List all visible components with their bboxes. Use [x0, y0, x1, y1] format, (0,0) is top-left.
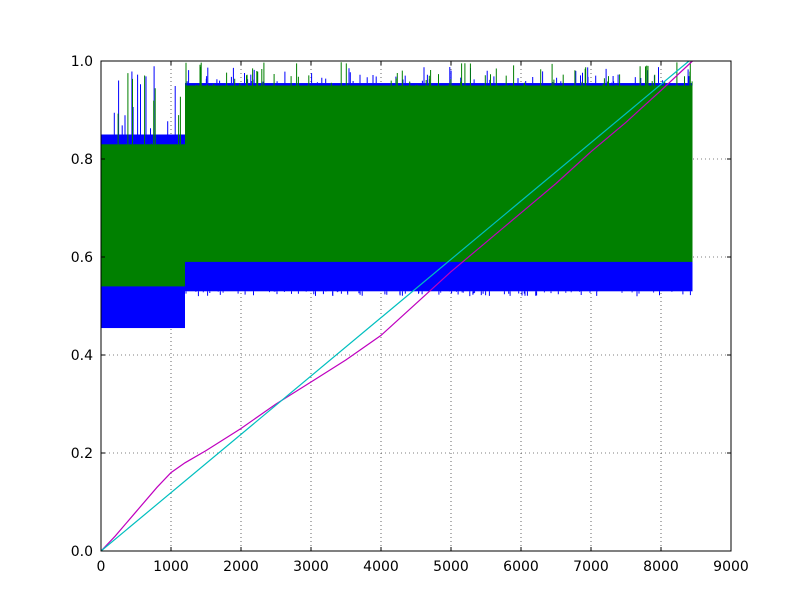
ticks — [100, 60, 732, 552]
series-1-spikes-0 — [117, 73, 181, 145]
series-2 — [100, 60, 693, 552]
series-2-line — [100, 60, 693, 552]
series-layer — [100, 60, 693, 552]
x-tick-label: 1000 — [153, 559, 189, 575]
series-1-band-1 — [185, 85, 693, 262]
x-tick-labels: 0 1000 2000 3000 4000 5000 6000 7000 8000 9000 — [97, 559, 749, 575]
series-1-spikes-1 — [185, 61, 693, 86]
series-3-line — [100, 60, 690, 552]
y-tick-label: 0.0 — [71, 544, 93, 560]
x-tick-label: 0 — [97, 559, 106, 575]
series-3 — [100, 60, 690, 552]
x-tick-label: 4000 — [363, 559, 399, 575]
x-tick-label: 6000 — [503, 559, 539, 575]
series-1 — [101, 61, 693, 287]
y-tick-label: 0.6 — [71, 250, 93, 266]
series-1-band-0 — [101, 144, 185, 287]
x-tick-label: 9000 — [713, 559, 749, 575]
y-tick-label: 0.2 — [71, 446, 93, 462]
x-tick-label: 2000 — [223, 559, 259, 575]
x-tick-label: 3000 — [293, 559, 329, 575]
x-tick-label: 8000 — [643, 559, 679, 575]
x-tick-label: 5000 — [433, 559, 469, 575]
y-tick-label: 0.8 — [71, 152, 93, 168]
y-tick-label: 0.4 — [71, 348, 93, 364]
y-tick-labels: 0.0 0.2 0.4 0.6 0.8 1.0 — [71, 54, 93, 560]
plot-frame — [100, 60, 732, 552]
series-0-spikes-0 — [113, 66, 176, 135]
y-tick-label: 1.0 — [71, 54, 93, 70]
x-tick-label: 7000 — [573, 559, 609, 575]
